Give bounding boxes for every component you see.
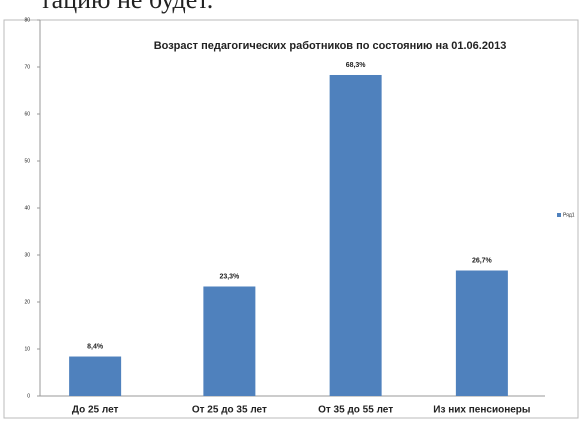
data-label: 68,3% <box>346 62 367 69</box>
x-tick-label: До 25 лет <box>72 405 119 416</box>
legend-swatch <box>557 213 561 217</box>
bar <box>455 270 508 396</box>
bar <box>69 356 122 396</box>
y-tick-label: 60 <box>24 111 30 117</box>
y-tick-label: 20 <box>24 299 30 305</box>
x-tick-label: Из них пенсионеры <box>433 405 530 416</box>
y-tick-label: 50 <box>24 158 30 164</box>
data-label: 8,4% <box>87 343 104 350</box>
x-tick-label: От 35 до 55 лет <box>318 405 393 416</box>
y-tick-label: 40 <box>24 205 30 211</box>
x-tick-label: От 25 до 35 лет <box>192 405 267 416</box>
document-text: тацию не будет. <box>40 0 213 14</box>
bar <box>329 74 382 397</box>
chart-title: Возраст педагогических работников по сос… <box>154 40 507 52</box>
bar <box>203 286 256 396</box>
y-tick-label: 80 <box>24 17 30 23</box>
y-tick-label: 30 <box>24 252 30 258</box>
y-tick-label: 0 <box>27 393 30 399</box>
data-label: 26,7% <box>472 257 493 264</box>
legend-label: Ряд1 <box>563 212 575 218</box>
data-label: 23,3% <box>219 273 240 280</box>
y-tick-label: 10 <box>24 346 30 352</box>
y-tick-label: 70 <box>24 64 30 70</box>
